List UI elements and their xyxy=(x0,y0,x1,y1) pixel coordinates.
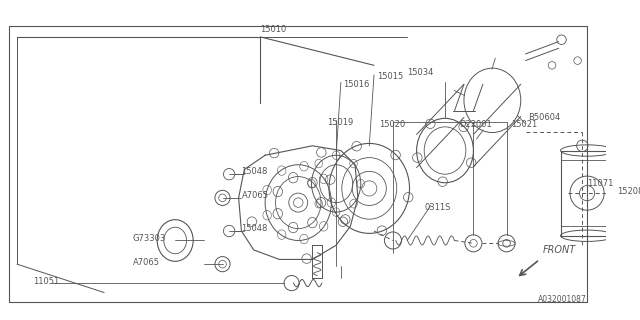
Text: D22001: D22001 xyxy=(460,119,492,129)
Text: 15020: 15020 xyxy=(379,119,405,129)
Text: 15019: 15019 xyxy=(326,118,353,127)
Text: 15208: 15208 xyxy=(618,187,640,196)
Text: 15034: 15034 xyxy=(407,68,433,77)
Text: 0311S: 0311S xyxy=(424,203,451,212)
Text: G73303: G73303 xyxy=(132,234,166,243)
Text: A7065: A7065 xyxy=(132,258,159,267)
Text: 15010: 15010 xyxy=(260,25,287,34)
Text: A7065: A7065 xyxy=(241,191,268,201)
Text: 15048: 15048 xyxy=(241,167,268,176)
Text: 15048: 15048 xyxy=(241,224,268,233)
Text: A032001087: A032001087 xyxy=(538,295,587,304)
Text: 11051: 11051 xyxy=(33,277,60,286)
Text: 11071: 11071 xyxy=(587,179,613,188)
Text: 15016: 15016 xyxy=(343,80,369,89)
Text: FRONT: FRONT xyxy=(543,245,576,255)
Text: 15015: 15015 xyxy=(377,72,403,81)
Text: 15021: 15021 xyxy=(511,119,538,129)
Bar xyxy=(561,150,614,236)
Text: B50604: B50604 xyxy=(529,113,561,122)
